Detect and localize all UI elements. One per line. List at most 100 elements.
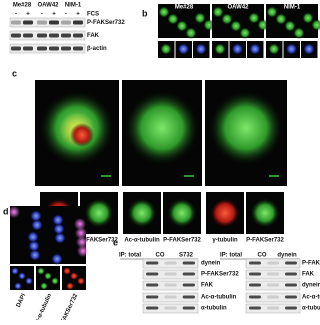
- blot-band: [285, 306, 297, 310]
- blot-band: [73, 46, 83, 51]
- signal: [302, 12, 314, 24]
- signal: [18, 272, 26, 280]
- blot-band: [267, 261, 279, 265]
- blot-band: [146, 295, 159, 299]
- signal: [30, 210, 42, 222]
- row-label: dynein: [201, 261, 221, 267]
- signal: [37, 267, 45, 275]
- signal: [249, 43, 261, 55]
- blot-band: [23, 20, 33, 25]
- blot-band: [11, 33, 21, 38]
- treatment-sign: +: [76, 12, 80, 18]
- panel-label: b: [142, 8, 148, 18]
- blot-band: [249, 306, 261, 310]
- signal: [127, 198, 157, 228]
- blot-strip: [142, 303, 199, 314]
- signal: [176, 20, 188, 32]
- blot-band: [285, 272, 297, 276]
- signal: [77, 277, 85, 285]
- channel-label: γ-tubulin: [212, 238, 238, 244]
- blot-band: [164, 261, 177, 265]
- column-label: Me#28: [13, 3, 32, 9]
- signal: [8, 206, 20, 218]
- signal: [167, 198, 197, 228]
- blot-band: [164, 306, 177, 310]
- blot-band: [285, 261, 297, 265]
- blot-band: [61, 20, 71, 25]
- blot-band: [267, 272, 279, 276]
- signal: [54, 232, 66, 244]
- blot-band: [37, 33, 47, 38]
- lane-header: CO: [258, 253, 267, 259]
- signal: [210, 198, 240, 228]
- panel-label: e: [113, 237, 118, 247]
- signal: [11, 267, 19, 275]
- blot-strip: [142, 280, 199, 291]
- blot-band: [49, 33, 59, 38]
- row-label: Ac-α-tubulin: [201, 295, 237, 301]
- signal: [51, 253, 63, 265]
- signal: [293, 27, 305, 39]
- blot-band: [182, 261, 195, 265]
- blot-band: [61, 46, 71, 51]
- blot-band: [182, 306, 195, 310]
- blot-band: [73, 33, 83, 38]
- blot-band: [37, 46, 47, 51]
- signal: [52, 214, 64, 226]
- signal: [239, 27, 251, 39]
- row-label: P-FAKSer732: [201, 272, 239, 278]
- blot-band: [11, 20, 21, 25]
- signal: [268, 43, 280, 55]
- blot-band: [249, 283, 261, 287]
- signal: [158, 6, 170, 18]
- row-label: P-FAKSer732: [302, 261, 320, 267]
- signal: [25, 277, 33, 285]
- channel-label: DAPI: [16, 293, 28, 309]
- column-label: Me#28: [175, 5, 194, 11]
- blot-band: [182, 295, 195, 299]
- row-label: FAK: [87, 33, 100, 39]
- column-label: NIM-1: [65, 3, 82, 9]
- lane-header: dynein: [277, 253, 297, 259]
- micrograph: [10, 206, 86, 264]
- channel-label: P-FAKSer732: [246, 238, 284, 244]
- signal: [194, 12, 206, 24]
- signal: [221, 13, 233, 25]
- signal: [75, 227, 87, 239]
- blot-band: [49, 20, 59, 25]
- blot-band: [49, 46, 59, 51]
- signal: [29, 249, 41, 261]
- blot-strip: [245, 269, 301, 280]
- blot-band: [182, 272, 195, 276]
- blot-band: [267, 295, 279, 299]
- signal: [284, 20, 296, 32]
- panel-label: c: [12, 68, 17, 78]
- signal: [248, 12, 260, 24]
- signal: [63, 267, 71, 275]
- row-label: dynein: [302, 283, 320, 289]
- blot-strip: [9, 17, 86, 28]
- signal: [70, 272, 78, 280]
- channel-label: Ac-α-tubulin: [124, 238, 160, 244]
- signal: [70, 123, 94, 147]
- signal: [40, 282, 48, 290]
- signal: [124, 90, 200, 166]
- blot-band: [11, 46, 21, 51]
- blot-band: [146, 261, 159, 265]
- signal: [76, 236, 88, 248]
- treatment-sign: +: [52, 12, 56, 18]
- treatment-sign: -: [65, 12, 67, 18]
- signal: [208, 90, 284, 166]
- signal: [44, 272, 52, 280]
- signal: [266, 6, 278, 18]
- signal: [212, 6, 224, 18]
- signal: [160, 43, 172, 55]
- blot-strip: [142, 258, 199, 269]
- signal: [177, 43, 190, 55]
- signal: [275, 13, 287, 25]
- lane-header: S732: [179, 253, 194, 259]
- signal: [31, 219, 43, 231]
- row-label: Ac-α-tubulin: [302, 295, 320, 301]
- signal: [185, 27, 197, 39]
